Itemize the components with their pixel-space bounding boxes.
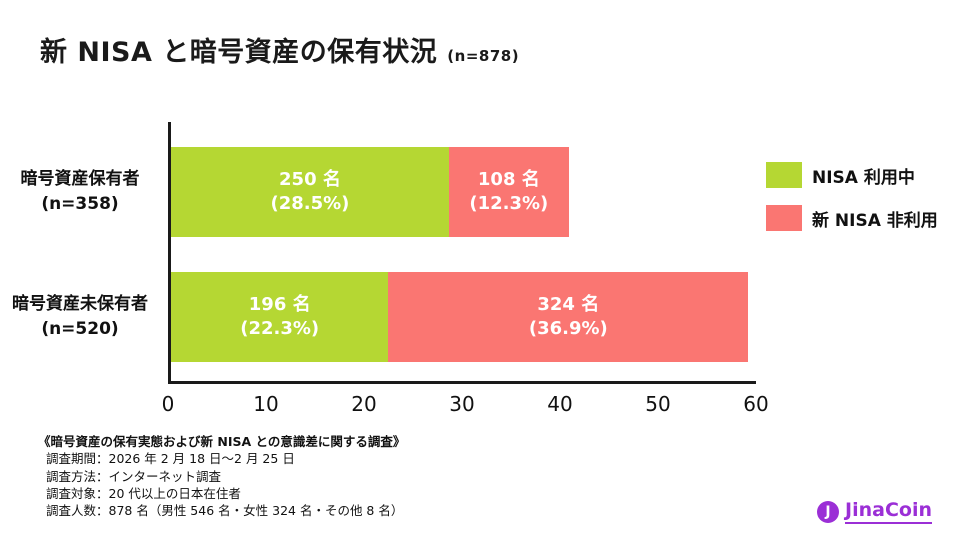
bar-value-label: (12.3%) bbox=[469, 193, 549, 214]
survey-line: 調査方法：インターネット調査 bbox=[46, 468, 222, 484]
legend: NISA 利用中 新 NISA 非利用 bbox=[766, 162, 938, 248]
category-label: 暗号資産保有者 (n=358) bbox=[0, 147, 160, 237]
legend-item: 新 NISA 非利用 bbox=[766, 205, 938, 231]
x-axis-tick-label: 50 bbox=[645, 392, 671, 416]
bar-value-label: (28.5%) bbox=[270, 193, 350, 214]
bar-row: 196 名 (22.3%) 324 名 (36.9%) bbox=[171, 272, 756, 362]
bar-segment: 250 名 (28.5%) bbox=[171, 147, 449, 237]
category-label-line: (n=520) bbox=[41, 319, 119, 339]
legend-label: NISA 利用中 bbox=[812, 167, 915, 188]
bar-segment: 108 名 (12.3%) bbox=[448, 147, 569, 237]
x-axis-tick-label: 40 bbox=[547, 392, 573, 416]
page-title-text: 新 NISA と暗号資産の保有状況 bbox=[40, 37, 438, 68]
bar-value-label: 324 名 bbox=[537, 293, 600, 315]
survey-title: 《暗号資産の保有実態および新 NISA との意識差に関する調査》 bbox=[38, 434, 406, 449]
x-axis-tick-label: 20 bbox=[351, 392, 377, 416]
survey-notes: 《暗号資産の保有実態および新 NISA との意識差に関する調査》 調査期間：20… bbox=[38, 433, 405, 519]
survey-line: 調査対象：20 代以上の日本在住者 bbox=[46, 485, 241, 501]
legend-swatch-pink bbox=[766, 205, 802, 231]
page-title: 新 NISA と暗号資産の保有状況 (n=878) bbox=[40, 30, 519, 69]
jinacoin-logo-text: JinaCoin bbox=[845, 499, 932, 524]
x-axis-tick-label: 60 bbox=[743, 392, 769, 416]
survey-line: 調査人数：878 名（男性 546 名・女性 324 名・その他 8 名） bbox=[46, 503, 404, 518]
category-label: 暗号資産未保有者 (n=520) bbox=[0, 272, 160, 362]
bar-row: 250 名 (28.5%) 108 名 (12.3%) bbox=[171, 147, 756, 237]
category-label-line: (n=358) bbox=[41, 194, 119, 214]
x-axis-tick-label: 30 bbox=[449, 392, 475, 416]
category-label-line: 暗号資産未保有者 bbox=[12, 294, 148, 315]
category-label-line: 暗号資産保有者 bbox=[20, 169, 140, 190]
bar-value-label: 108 名 bbox=[477, 168, 540, 190]
chart-plot: 250 名 (28.5%) 108 名 (12.3%) 196 名 (22.3%) 324 … bbox=[168, 122, 756, 384]
x-axis-tick-label: 0 bbox=[161, 392, 175, 416]
x-axis-tick-label: 10 bbox=[253, 392, 279, 416]
legend-item: NISA 利用中 bbox=[766, 162, 938, 188]
bar-value-label: (36.9%) bbox=[528, 318, 608, 339]
bar-value-label: 196 名 bbox=[248, 293, 311, 315]
bar-segment: 196 名 (22.3%) bbox=[171, 272, 389, 362]
legend-swatch-green bbox=[766, 162, 802, 188]
bar-value-label: (22.3%) bbox=[240, 318, 320, 339]
jinacoin-logo: J JinaCoin bbox=[817, 499, 932, 524]
jinacoin-logo-icon: J bbox=[817, 500, 840, 523]
x-axis-ticks: 0 10 20 30 40 50 60 bbox=[162, 392, 769, 420]
legend-label: 新 NISA 非利用 bbox=[812, 210, 938, 231]
bar-segment: 324 名 (36.9%) bbox=[388, 272, 749, 362]
survey-line: 調査期間：2026 年 2 月 18 日〜2 月 25 日 bbox=[46, 451, 295, 467]
sample-size-label: (n=878) bbox=[447, 47, 520, 65]
bar-value-label: 250 名 bbox=[279, 168, 341, 190]
